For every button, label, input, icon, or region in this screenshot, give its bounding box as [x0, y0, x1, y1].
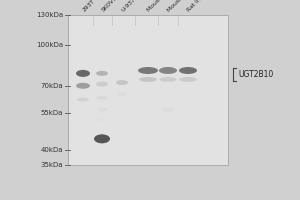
- Ellipse shape: [161, 107, 175, 111]
- Text: Rat liver: Rat liver: [187, 0, 208, 13]
- Bar: [68, 15, 228, 165]
- Ellipse shape: [76, 70, 90, 77]
- Ellipse shape: [97, 96, 107, 100]
- Ellipse shape: [179, 67, 197, 74]
- Ellipse shape: [160, 77, 176, 82]
- Ellipse shape: [97, 107, 107, 111]
- Ellipse shape: [179, 77, 197, 82]
- Text: 130kDa: 130kDa: [36, 12, 63, 18]
- Text: 293T: 293T: [82, 0, 96, 13]
- Text: 35kDa: 35kDa: [40, 162, 63, 168]
- Text: 100kDa: 100kDa: [36, 42, 63, 48]
- Ellipse shape: [159, 67, 177, 74]
- Text: 70kDa: 70kDa: [40, 83, 63, 89]
- Text: SKOV3: SKOV3: [100, 0, 118, 13]
- Text: 40kDa: 40kDa: [40, 147, 63, 153]
- Text: Mouse kidney: Mouse kidney: [167, 0, 200, 13]
- Ellipse shape: [97, 118, 107, 121]
- Text: UGT2B10: UGT2B10: [238, 70, 273, 79]
- Ellipse shape: [94, 134, 110, 143]
- Ellipse shape: [76, 83, 90, 89]
- Ellipse shape: [96, 71, 108, 76]
- Text: U-937: U-937: [121, 0, 136, 13]
- Ellipse shape: [117, 92, 127, 96]
- Text: Mouse liver: Mouse liver: [146, 0, 175, 13]
- Ellipse shape: [138, 67, 158, 74]
- Ellipse shape: [96, 82, 108, 87]
- Ellipse shape: [116, 80, 128, 85]
- Ellipse shape: [139, 77, 157, 82]
- Text: 55kDa: 55kDa: [40, 110, 63, 116]
- Ellipse shape: [77, 98, 89, 102]
